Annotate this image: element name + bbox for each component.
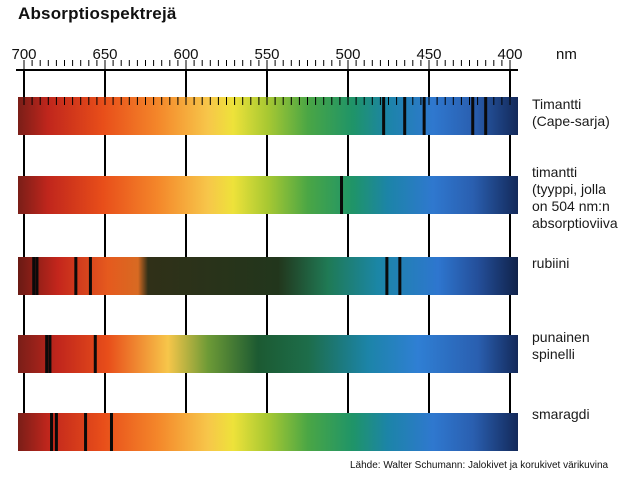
label-line: on 504 nm:n	[532, 198, 610, 214]
absorption-line	[48, 335, 52, 373]
label-line: spinelli	[532, 346, 575, 362]
label-smaragdi: smaragdi	[532, 406, 590, 423]
label-line: Timantti	[532, 96, 582, 112]
label-line: absorptioviiva	[532, 215, 618, 231]
page-title: Absorptiospektrejä	[18, 4, 177, 23]
label-line: rubiini	[532, 255, 570, 271]
spectrum-bar	[18, 335, 518, 373]
absorption-line	[74, 257, 78, 295]
label-timantti-504: timantti (tyyppi, jolla on 504 nm:n abso…	[532, 164, 618, 232]
scale-label-600: 600	[173, 46, 199, 63]
absorption-line	[54, 413, 58, 451]
scale-label-400: 400	[497, 46, 523, 63]
label-timantti-cape: Timantti (Cape-sarja)	[532, 96, 610, 130]
absorption-line	[471, 97, 475, 135]
absorption-line	[109, 413, 113, 451]
scale-unit: nm	[556, 46, 577, 63]
absorption-line	[340, 176, 344, 214]
absorption-line	[93, 335, 97, 373]
absorption-line	[422, 97, 426, 135]
absorption-line	[398, 257, 402, 295]
label-line: (tyyppi, jolla	[532, 181, 606, 197]
spectrum-bar	[18, 413, 518, 451]
scale-label-550: 550	[254, 46, 280, 63]
label-line: timantti	[532, 164, 578, 180]
spectrum-bar	[18, 257, 518, 295]
label-line: punainen	[532, 329, 590, 345]
label-punainen-spinelli: punainen spinelli	[532, 329, 590, 363]
label-rubiini: rubiini	[532, 255, 569, 272]
absorption-line	[88, 257, 92, 295]
spectrum-bar	[18, 97, 518, 135]
absorption-line	[35, 257, 39, 295]
absorption-line	[382, 97, 386, 135]
scale-label-700: 700	[11, 46, 37, 63]
scale-label-650: 650	[92, 46, 118, 63]
absorption-line	[84, 413, 88, 451]
spectrum-bar	[18, 176, 518, 214]
label-line: smaragdi	[532, 406, 590, 422]
absorption-line	[484, 97, 488, 135]
absorption-line	[403, 97, 407, 135]
source-credit: Lähde: Walter Schumann: Jalokivet ja kor…	[350, 460, 609, 471]
scale-label-450: 450	[416, 46, 442, 63]
label-line: (Cape-sarja)	[532, 113, 610, 129]
absorption-line	[50, 413, 54, 451]
absorption-line	[32, 257, 36, 295]
absorption-line	[385, 257, 389, 295]
absorption-line	[45, 335, 49, 373]
scale-label-500: 500	[335, 46, 361, 63]
